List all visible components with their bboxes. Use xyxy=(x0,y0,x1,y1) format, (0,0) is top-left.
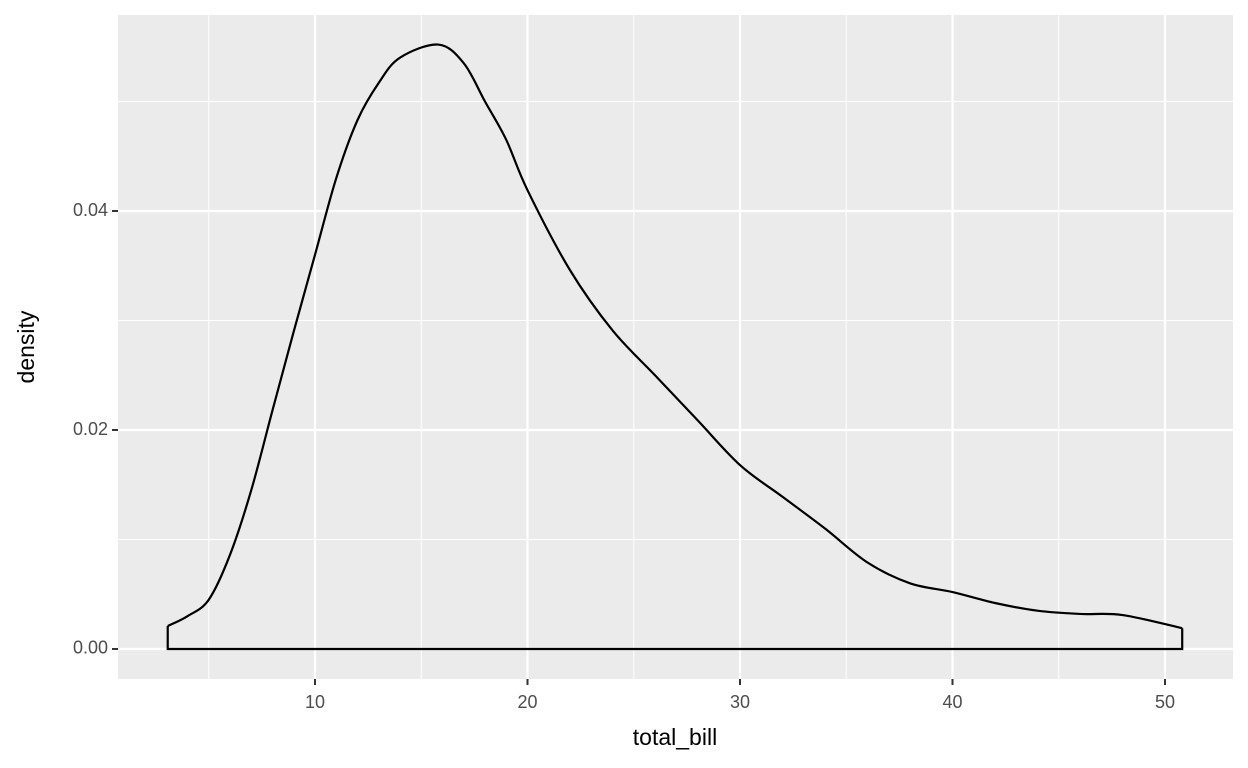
x-axis-title: total_bill xyxy=(633,724,717,750)
panel-background xyxy=(118,15,1233,679)
x-tick-label: 40 xyxy=(942,692,962,712)
density-curve xyxy=(167,43,1183,630)
y-axis-title: density xyxy=(13,310,39,383)
density-outline-base xyxy=(166,626,1184,651)
y-tick-label: 0.04 xyxy=(73,200,108,220)
x-tick-label: 30 xyxy=(730,692,750,712)
y-tick-label: 0.02 xyxy=(73,419,108,439)
x-tick-label: 10 xyxy=(305,692,325,712)
x-tick-label: 20 xyxy=(517,692,537,712)
y-tick-label: 0.00 xyxy=(73,638,108,658)
x-tick-label: 50 xyxy=(1155,692,1175,712)
